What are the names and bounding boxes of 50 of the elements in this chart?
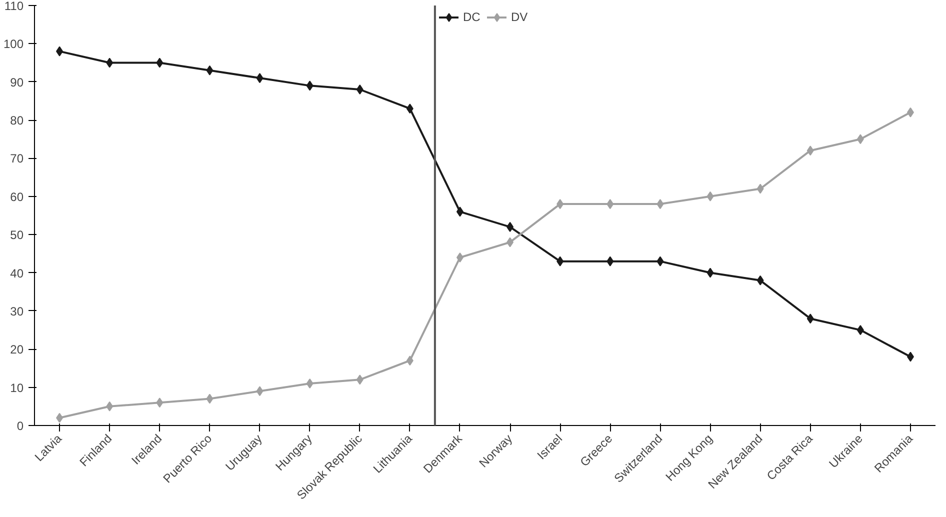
y-tick-label: 60 <box>10 190 24 204</box>
point <box>306 80 314 91</box>
point <box>356 374 364 385</box>
y-tick-label: 50 <box>10 228 24 242</box>
point <box>906 352 914 362</box>
point <box>456 206 464 217</box>
point <box>356 84 364 94</box>
y-tick-label: 110 <box>4 0 24 13</box>
point <box>656 256 664 266</box>
point <box>256 386 264 396</box>
legend-label: DC <box>463 10 482 24</box>
y-tick-label: 100 <box>3 37 24 52</box>
point <box>856 134 864 144</box>
point <box>806 314 814 324</box>
point <box>506 222 514 232</box>
point <box>756 184 764 194</box>
point <box>406 104 414 114</box>
y-tick-label: 90 <box>10 75 24 90</box>
point <box>406 356 414 366</box>
point <box>256 73 264 84</box>
legend-label: DV <box>511 10 529 24</box>
point <box>156 58 164 68</box>
point <box>706 191 714 202</box>
y-tick-label: 0 <box>16 419 24 433</box>
y-tick-label: 70 <box>10 152 24 166</box>
point <box>106 58 114 68</box>
point <box>556 199 564 210</box>
y-tick-label: 80 <box>10 114 24 128</box>
point <box>156 398 164 408</box>
point <box>606 256 614 266</box>
point <box>606 199 614 210</box>
point <box>806 146 814 156</box>
point <box>906 107 914 118</box>
point <box>506 237 514 248</box>
point <box>56 46 64 56</box>
point <box>306 378 314 388</box>
point <box>706 268 714 278</box>
point <box>656 199 664 210</box>
point <box>206 394 214 404</box>
point <box>106 401 114 412</box>
point <box>206 65 214 76</box>
point <box>856 325 864 336</box>
point <box>56 412 64 423</box>
y-tick-label: 10 <box>10 380 24 395</box>
point <box>456 252 464 262</box>
y-tick-label: 40 <box>10 266 24 280</box>
point <box>756 275 764 286</box>
point <box>556 256 564 266</box>
y-tick-label: 30 <box>10 304 24 318</box>
y-tick-label: 20 <box>10 342 24 357</box>
